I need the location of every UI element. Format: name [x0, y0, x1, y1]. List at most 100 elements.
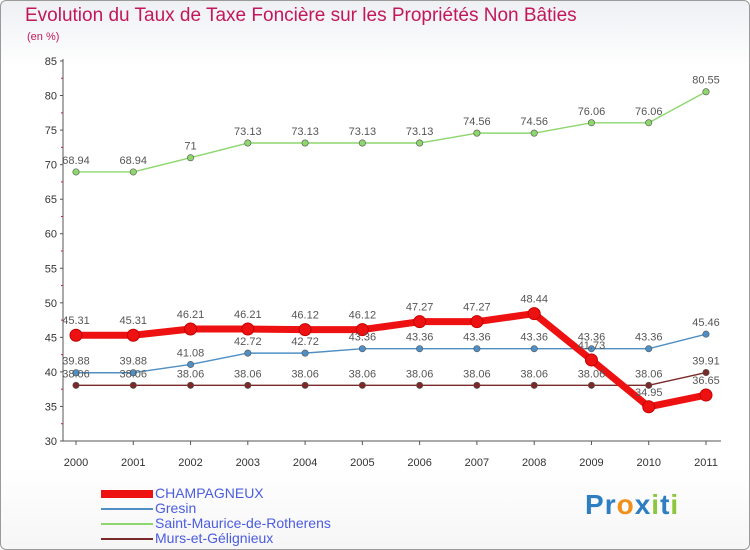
data-point — [527, 307, 541, 321]
data-label: 41.08 — [177, 347, 205, 359]
legend-swatch — [101, 538, 153, 540]
data-label: 45.31 — [62, 315, 90, 327]
data-point — [587, 345, 595, 353]
y-tick-label: 30 — [45, 436, 57, 448]
data-label: 38.06 — [578, 368, 606, 380]
data-point — [416, 139, 424, 147]
logo-letter: o — [616, 489, 635, 520]
data-label: 46.12 — [291, 310, 319, 322]
x-tick-label: 2001 — [121, 457, 145, 469]
data-point — [642, 400, 656, 414]
data-label: 38.06 — [120, 368, 148, 380]
series-line-champagneux — [76, 310, 707, 411]
data-label: 39.88 — [62, 356, 90, 368]
data-label: 68.94 — [62, 155, 90, 167]
x-tick-label: 2007 — [465, 457, 489, 469]
data-point — [470, 315, 484, 329]
data-label: 38.06 — [177, 368, 205, 380]
data-point — [645, 119, 653, 127]
data-point — [473, 129, 481, 137]
y-tick-label: 40 — [45, 367, 57, 379]
x-tick-label: 2010 — [636, 457, 660, 469]
x-tick-label: 2000 — [64, 457, 88, 469]
data-point — [702, 330, 710, 338]
data-label: 76.06 — [635, 106, 663, 118]
chart-title: Evolution du Taux de Taxe Foncière sur l… — [25, 5, 577, 26]
data-point — [355, 323, 369, 337]
logo-letter: x — [634, 489, 652, 520]
logo-letter: i — [670, 489, 680, 520]
y-tick-label: 50 — [45, 298, 57, 310]
x-tick-label: 2003 — [236, 457, 260, 469]
data-label: 38.06 — [349, 368, 377, 380]
data-label: 73.13 — [349, 126, 377, 138]
data-point — [645, 345, 653, 353]
data-point — [645, 381, 653, 389]
data-point — [699, 388, 713, 402]
y-tick-label: 55 — [45, 263, 57, 275]
x-tick-label: 2011 — [694, 457, 718, 469]
data-point — [129, 369, 137, 377]
series-layer — [69, 88, 713, 414]
y-tick-label: 80 — [45, 91, 57, 103]
y-tick-label: 85 — [45, 56, 57, 68]
data-label: 36.65 — [692, 375, 720, 387]
data-label: 39.91 — [692, 356, 720, 368]
data-point — [244, 349, 252, 357]
y-tick-label: 70 — [45, 160, 57, 172]
y-tick-label: 45 — [45, 332, 57, 344]
y-tick-label: 75 — [45, 125, 57, 137]
legend-swatch — [101, 508, 153, 510]
data-point — [416, 381, 424, 389]
data-label: 39.88 — [120, 356, 148, 368]
data-point — [413, 315, 427, 329]
data-point — [584, 353, 598, 367]
data-label: 71 — [184, 141, 196, 153]
data-point — [301, 139, 309, 147]
data-point — [72, 381, 80, 389]
x-tick-label: 2004 — [293, 457, 317, 469]
proxiti-logo: Proxiti — [585, 489, 679, 521]
data-point — [473, 381, 481, 389]
legend-label: Saint-Maurice-de-Rotherens — [155, 515, 331, 531]
data-point — [72, 369, 80, 377]
data-point — [301, 381, 309, 389]
data-label: 43.36 — [578, 332, 606, 344]
y-tick-label: 65 — [45, 194, 57, 206]
series-line-saint-maurice-de-rotherens — [76, 91, 707, 173]
data-point — [358, 139, 366, 147]
data-label: 43.36 — [463, 332, 491, 344]
data-label: 38.06 — [291, 368, 319, 380]
series-line-murs-et-gelignieux — [76, 371, 707, 387]
logo-letter: P — [585, 489, 605, 520]
data-label: 43.36 — [635, 332, 663, 344]
data-point — [72, 168, 80, 176]
series-line-gresin — [76, 333, 707, 374]
data-point — [530, 129, 538, 137]
data-point — [241, 322, 255, 336]
data-label: 43.36 — [520, 332, 548, 344]
chart-axes: 30 35 40 45 50 55 60 65 70 75 80 85 2000 2001 2002 2003… — [45, 56, 721, 469]
y-tick-label: 35 — [45, 401, 57, 413]
data-label: 48.44 — [520, 294, 548, 306]
logo-letter: r — [604, 489, 617, 520]
data-label: 38.06 — [234, 368, 262, 380]
legend-label: Gresin — [155, 500, 197, 516]
data-label: 73.13 — [234, 126, 262, 138]
data-label: 41.73 — [578, 340, 606, 352]
data-label: 38.06 — [406, 368, 434, 380]
legend-swatch — [101, 523, 153, 525]
data-label: 68.94 — [120, 155, 148, 167]
data-point — [244, 381, 252, 389]
data-point — [301, 349, 309, 357]
data-point — [473, 345, 481, 353]
data-point — [184, 322, 198, 336]
data-label: 38.06 — [463, 368, 491, 380]
data-label: 73.13 — [406, 126, 434, 138]
data-point — [129, 381, 137, 389]
data-point — [187, 154, 195, 162]
data-label: 46.21 — [234, 309, 262, 321]
data-point — [702, 88, 710, 96]
